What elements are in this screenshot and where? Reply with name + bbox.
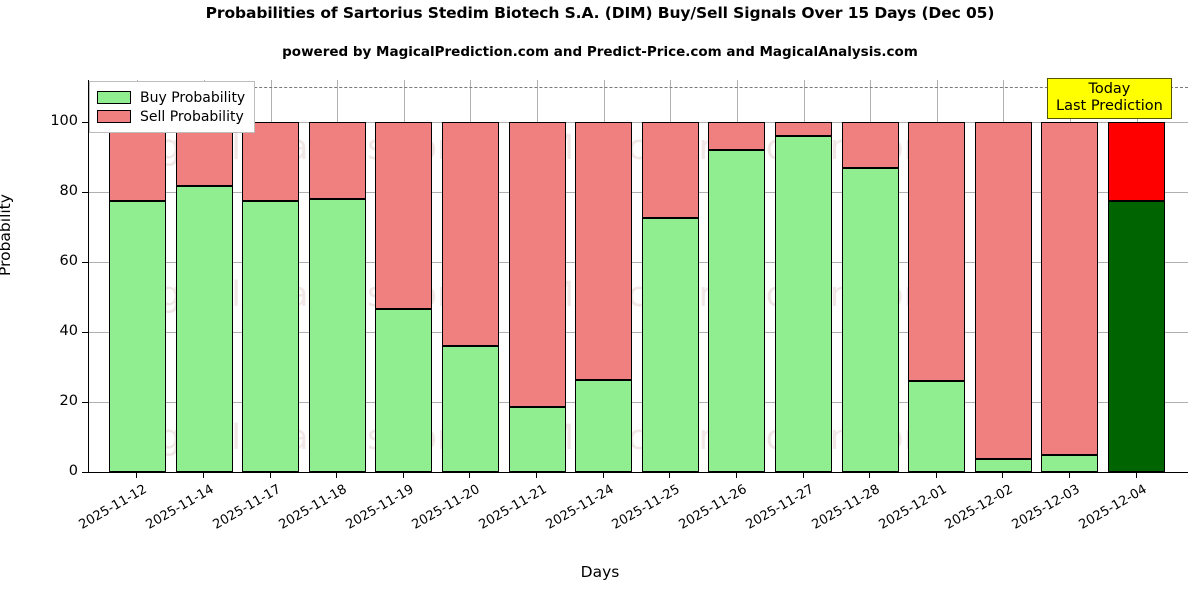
bar-segment-sell[interactable] (575, 122, 633, 380)
x-tick-mark-2025-11-17 (269, 472, 271, 478)
bar-group[interactable] (375, 80, 433, 472)
x-tick-mark-2025-11-28 (869, 472, 871, 478)
y-tick-mark-0 (82, 472, 88, 473)
bar-segment-buy[interactable] (775, 136, 832, 472)
bar-segment-sell[interactable] (775, 122, 832, 136)
y-tick-label-100: 100 (50, 113, 78, 129)
bar-segment-sell[interactable] (442, 122, 499, 346)
x-tick-mark-2025-11-12 (136, 472, 138, 478)
plot-inner: MagicalAnalysis.comMagicalPrediction.com… (89, 80, 1188, 472)
bar-group[interactable] (641, 80, 699, 472)
bar-group[interactable] (1041, 80, 1099, 472)
legend-label-buy: Buy Probability (140, 89, 246, 106)
x-tick-mark-2025-12-01 (935, 472, 937, 478)
plot-area: MagicalAnalysis.comMagicalPrediction.com… (88, 80, 1188, 473)
bar-segment-buy[interactable] (175, 186, 233, 472)
bar-group[interactable] (908, 80, 966, 472)
bar-segment-buy[interactable] (841, 167, 899, 472)
bar-segment-sell[interactable] (242, 122, 300, 202)
x-tick-mark-2025-11-18 (336, 472, 338, 478)
bar-segment-buy[interactable] (242, 201, 300, 472)
today-annotation-line2: Last Prediction (1056, 97, 1163, 114)
gridline-y-80 (89, 192, 1188, 193)
bar-segment-buy[interactable] (375, 308, 433, 472)
y-tick-mark-80 (82, 192, 88, 193)
bar-segment-sell[interactable] (841, 122, 899, 168)
bar-group[interactable] (508, 80, 566, 472)
chart-legend: Buy Probability Sell Probability (89, 81, 256, 133)
bar-segment-buy[interactable] (1041, 454, 1099, 472)
x-tick-mark-2025-12-04 (1135, 472, 1137, 478)
bar-segment-buy[interactable] (708, 150, 766, 472)
legend-item-sell: Sell Probability (97, 107, 245, 126)
bar-segment-buy[interactable] (508, 406, 566, 472)
bar-segment-sell[interactable] (508, 122, 566, 407)
y-tick-label-40: 40 (59, 323, 78, 339)
y-tick-label-20: 20 (59, 393, 78, 409)
bar-group[interactable] (708, 80, 766, 472)
bar-group[interactable] (108, 80, 166, 472)
x-tick-mark-2025-11-24 (602, 472, 604, 478)
chart-subtitle: powered by MagicalPrediction.com and Pre… (282, 44, 918, 60)
y-tick-mark-100 (82, 122, 88, 123)
x-tick-mark-2025-12-03 (1068, 472, 1070, 478)
gridline-y-40 (89, 332, 1188, 333)
legend-label-sell: Sell Probability (140, 108, 244, 125)
bar-segment-buy[interactable] (908, 381, 966, 472)
bar-group[interactable] (841, 80, 899, 472)
bar-segment-sell[interactable] (974, 122, 1032, 460)
y-tick-mark-40 (82, 332, 88, 333)
bar-segment-sell[interactable] (1041, 122, 1099, 455)
legend-item-buy: Buy Probability (97, 88, 245, 107)
bar-group[interactable] (775, 80, 832, 472)
legend-swatch-sell (97, 110, 131, 123)
bar-segment-buy[interactable] (108, 201, 166, 472)
x-tick-mark-2025-11-26 (735, 472, 737, 478)
bar-segment-sell[interactable] (308, 122, 366, 199)
bar-segment-sell[interactable] (708, 122, 766, 150)
bar-group[interactable] (974, 80, 1032, 472)
x-axis-label: Days (580, 563, 620, 581)
x-tick-mark-2025-11-14 (203, 472, 205, 478)
bar-group[interactable] (442, 80, 499, 472)
y-tick-mark-20 (82, 402, 88, 403)
bar-segment-buy[interactable] (974, 459, 1032, 472)
y-tick-label-60: 60 (59, 253, 78, 269)
bar-group[interactable] (1108, 80, 1165, 472)
gridline-y-100 (89, 122, 1188, 123)
threshold-dashed-line (89, 87, 1188, 88)
y-axis-label: Probability (0, 194, 14, 276)
today-annotation-line1: Today (1088, 81, 1131, 97)
bar-segment-buy[interactable] (308, 199, 366, 472)
bar-segment-buy[interactable] (641, 217, 699, 472)
bar-segment-buy[interactable] (1108, 200, 1165, 472)
gridline-y-20 (89, 402, 1188, 403)
x-tick-mark-2025-11-20 (469, 472, 471, 478)
bar-segment-sell[interactable] (375, 122, 433, 309)
bar-group[interactable] (308, 80, 366, 472)
bar-segment-sell[interactable] (1108, 122, 1165, 201)
x-tick-mark-2025-11-19 (402, 472, 404, 478)
today-annotation: Today Last Prediction (1047, 78, 1172, 119)
y-tick-label-0: 0 (68, 463, 78, 479)
page-title: Probabilities of Sartorius Stedim Biotec… (205, 4, 995, 22)
bar-segment-sell[interactable] (641, 122, 699, 218)
bar-group[interactable] (175, 80, 233, 472)
bar-group[interactable] (575, 80, 633, 472)
legend-swatch-buy (97, 91, 131, 104)
gridline-y-60 (89, 262, 1188, 263)
x-tick-mark-2025-11-27 (802, 472, 804, 478)
bar-segment-sell[interactable] (108, 122, 166, 202)
bar-segment-sell[interactable] (908, 122, 966, 381)
x-tick-mark-2025-12-02 (1002, 472, 1004, 478)
bar-group[interactable] (242, 80, 300, 472)
y-tick-mark-60 (82, 262, 88, 263)
bar-segment-buy[interactable] (442, 346, 499, 472)
bar-segment-buy[interactable] (575, 379, 633, 472)
x-tick-mark-2025-11-21 (536, 472, 538, 478)
y-tick-label-80: 80 (59, 183, 78, 199)
x-tick-mark-2025-11-25 (669, 472, 671, 478)
